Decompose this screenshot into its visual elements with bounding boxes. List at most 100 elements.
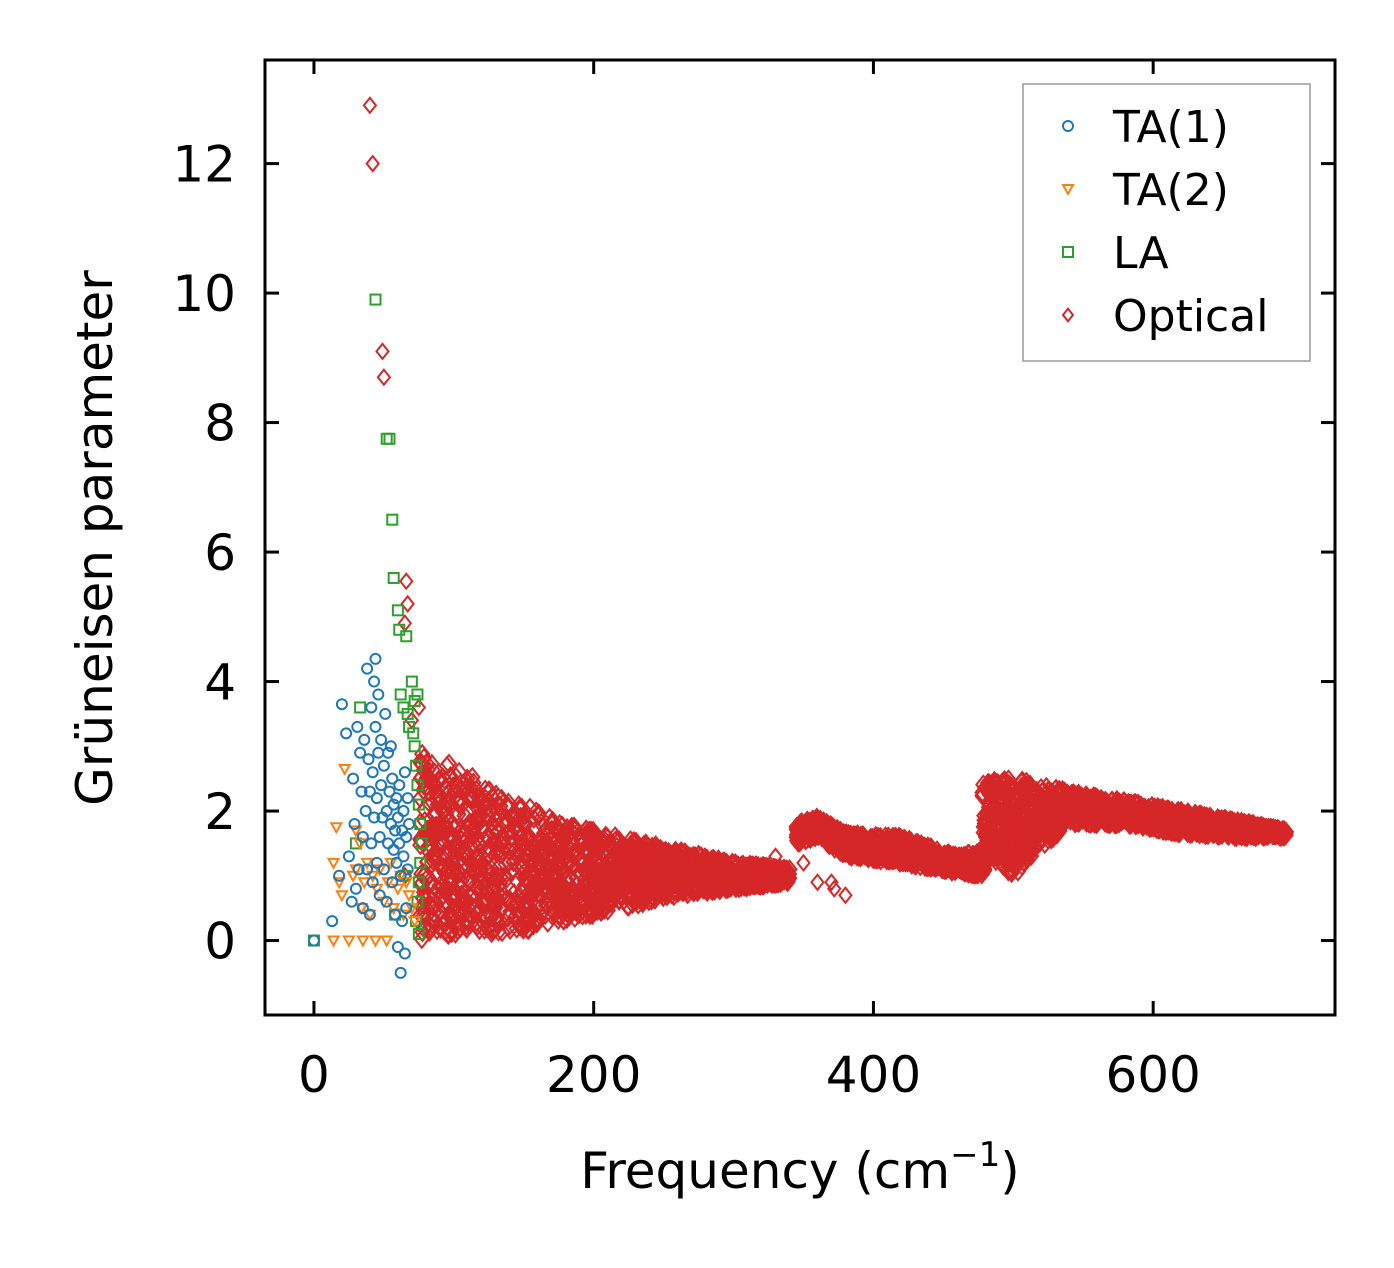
ta1-point (370, 856, 383, 869)
optical-point (1021, 783, 1039, 805)
ta1-point (383, 785, 396, 798)
ta1-point (389, 824, 402, 837)
optical-point (897, 852, 914, 873)
legend-label-ta2: TA(2) (1112, 165, 1229, 216)
ta2-point (391, 883, 405, 896)
optical-point (1191, 819, 1209, 840)
data-marks (307, 96, 1295, 979)
ta2-point (346, 870, 360, 883)
legend-marker-la (1062, 246, 1074, 258)
ta1-point (365, 701, 378, 714)
optical-point (987, 836, 1004, 858)
ta1-point (356, 830, 369, 843)
optical-point (650, 863, 667, 884)
optical-point (1013, 793, 1031, 815)
optical-point (1043, 782, 1060, 803)
la-point (391, 604, 404, 617)
optical-point (400, 594, 415, 613)
optical-point (477, 793, 495, 814)
optical-point (788, 829, 806, 851)
optical-point (450, 789, 467, 810)
la-point (380, 432, 393, 445)
optical-point (622, 836, 639, 858)
optical-point (517, 865, 534, 887)
optical-point (1011, 851, 1029, 872)
ta1-point (401, 863, 414, 876)
optical-point (416, 903, 433, 925)
optical-point (365, 154, 380, 173)
optical-point (1027, 783, 1045, 804)
optical-point (602, 892, 620, 914)
x-tick-label: 600 (1105, 1046, 1200, 1104)
optical-point (993, 803, 1011, 825)
optical-point (1240, 822, 1258, 844)
ta2-point (386, 903, 401, 916)
ta1-point (375, 733, 388, 746)
optical-point (553, 815, 571, 837)
optical-point (747, 870, 764, 891)
optical-point (465, 809, 483, 831)
optical-point (440, 895, 457, 917)
la-point (412, 876, 425, 889)
legend: TA(1) TA(2) LA Optical (1022, 83, 1311, 362)
optical-point (488, 801, 505, 822)
la-point (411, 779, 424, 792)
optical-point (527, 873, 544, 895)
optical-point (465, 817, 482, 839)
optical-point (427, 801, 445, 823)
optical-point (440, 859, 458, 881)
optical-point (1066, 812, 1084, 834)
optical-point (690, 844, 707, 866)
la-point (412, 798, 425, 811)
ta1-point (394, 966, 407, 979)
optical-point (850, 846, 867, 867)
optical-point (768, 847, 783, 866)
optical-point (1081, 807, 1099, 829)
ta2-point (326, 935, 341, 948)
optical-point (580, 882, 598, 904)
optical-point (445, 854, 463, 876)
ta1-point (398, 947, 411, 960)
optical-point (1272, 825, 1290, 847)
optical-point (956, 854, 974, 875)
optical-point (1010, 843, 1028, 864)
optical-point (508, 918, 526, 939)
la-point (411, 895, 424, 908)
optical-point (471, 919, 488, 941)
la-point (414, 818, 427, 830)
optical-point (1211, 809, 1228, 831)
optical-point (425, 850, 442, 872)
legend-marker-optical (1061, 307, 1075, 323)
optical-point (579, 864, 597, 886)
optical-point (457, 846, 475, 868)
optical-point (455, 903, 473, 925)
optical-point (1205, 823, 1223, 845)
optical-point (495, 866, 512, 888)
ta1-point (377, 759, 390, 772)
optical-point (1055, 781, 1072, 803)
ta1-point (368, 811, 381, 824)
optical-point (586, 849, 604, 871)
la-point (387, 571, 400, 584)
optical-point (1065, 802, 1083, 824)
optical-point (494, 828, 511, 849)
optical-point (810, 873, 825, 892)
ta1-point (347, 772, 360, 785)
la-point (407, 727, 420, 740)
ta1-point (358, 733, 371, 746)
la-point (386, 513, 399, 526)
optical-point (530, 850, 548, 872)
la-point (408, 740, 421, 753)
optical-point (1255, 820, 1273, 842)
optical-point (513, 809, 530, 830)
ta1-point (335, 698, 348, 711)
optical-point (519, 899, 536, 921)
ta2-point (399, 877, 413, 890)
optical-point (436, 770, 454, 791)
la-point (400, 630, 413, 643)
legend-label-optical: Optical (1113, 291, 1268, 342)
ta1-point (362, 753, 375, 766)
ta1-point (370, 792, 383, 805)
optical-point (489, 912, 506, 934)
optical-point (608, 854, 625, 876)
